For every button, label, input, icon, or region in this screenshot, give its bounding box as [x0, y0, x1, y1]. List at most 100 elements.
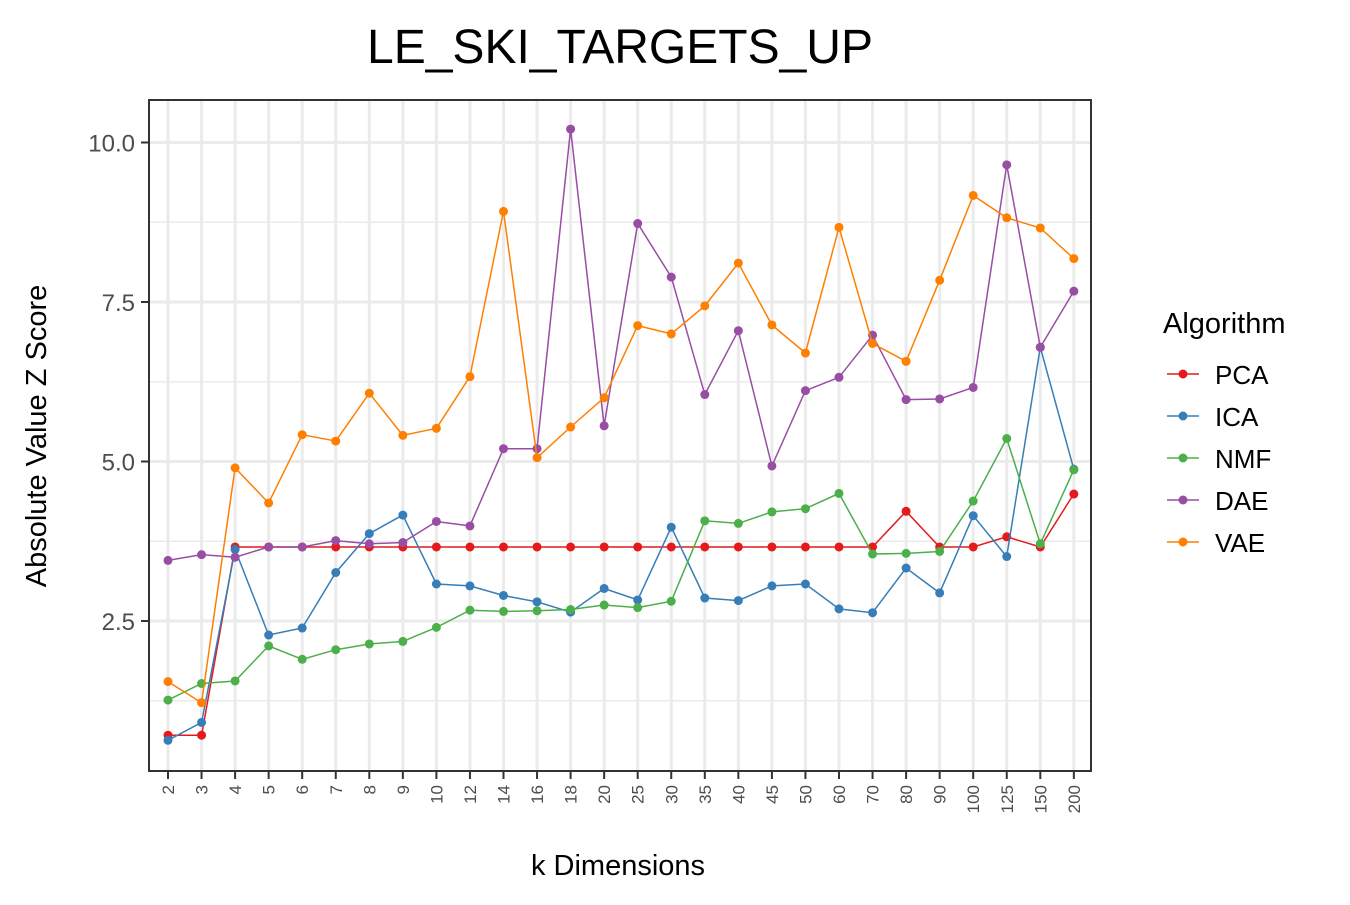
data-point-vae — [733, 258, 743, 268]
data-point-nmf — [465, 605, 475, 615]
data-point-ica — [499, 590, 508, 600]
x-tick-label: 18 — [562, 785, 581, 804]
data-point-dae — [666, 272, 676, 282]
legend-item-dae: DAE — [1167, 486, 1268, 516]
legend-item-nmf: NMF — [1167, 444, 1271, 474]
x-tick-label: 12 — [461, 785, 480, 804]
data-point-vae — [834, 222, 844, 232]
data-point-pca — [700, 542, 710, 552]
data-point-dae — [935, 394, 945, 404]
x-axis-label: k Dimensions — [531, 850, 705, 882]
x-tick-label: 125 — [998, 785, 1017, 813]
data-point-ica — [398, 510, 408, 520]
y-tick-label: 7.5 — [102, 290, 135, 317]
data-point-dae — [230, 552, 240, 562]
data-point-dae — [1002, 160, 1012, 170]
chart-title: LE_SKI_TARGETS_UP — [367, 21, 873, 74]
y-tick-labels: 2.5 5.0 7.5 10.0 — [88, 131, 135, 637]
legend-label: ICA — [1215, 402, 1259, 432]
legend-key-point — [1178, 453, 1188, 463]
x-tick-label: 150 — [1031, 785, 1050, 813]
data-point-ica — [465, 581, 475, 591]
data-point-nmf — [532, 606, 542, 616]
data-point-nmf — [666, 596, 676, 606]
data-point-pca — [331, 542, 341, 552]
x-tick-label: 90 — [931, 785, 950, 804]
data-point-vae — [197, 698, 207, 708]
y-axis-label: Absolute Value Z Score — [21, 285, 53, 588]
legend-key-point — [1178, 495, 1188, 505]
data-point-vae — [532, 453, 542, 463]
data-point-pca — [767, 542, 777, 552]
data-point-pca — [566, 542, 576, 552]
data-point-vae — [800, 348, 810, 358]
data-point-vae — [1035, 223, 1045, 233]
x-tick-label: 7 — [327, 785, 346, 794]
legend-item-vae: VAE — [1167, 528, 1265, 558]
data-point-nmf — [700, 516, 710, 526]
data-point-pca — [599, 542, 609, 552]
x-tick-label: 16 — [528, 785, 547, 804]
data-point-nmf — [163, 695, 173, 705]
data-point-dae — [968, 382, 978, 392]
x-tick-label: 10 — [427, 785, 446, 804]
data-point-nmf — [633, 603, 643, 613]
data-point-dae — [264, 542, 274, 552]
data-point-nmf — [431, 622, 441, 632]
x-tick-label: 30 — [662, 785, 681, 804]
data-point-ica — [431, 579, 441, 589]
data-point-nmf — [800, 504, 810, 514]
x-tick-label: 200 — [1065, 785, 1084, 813]
series-line-vae — [167, 194, 1075, 704]
data-point-dae — [431, 516, 441, 526]
data-point-dae — [767, 461, 777, 471]
data-point-nmf — [1069, 465, 1079, 475]
x-tick-label: 6 — [293, 785, 312, 794]
series-line-nmf — [167, 436, 1075, 701]
data-point-ica — [297, 623, 307, 633]
minor-gridlines — [149, 221, 1091, 702]
data-point-vae — [968, 190, 978, 200]
axis-ticks — [141, 141, 1075, 779]
legend-label: VAE — [1215, 528, 1265, 558]
data-point-dae — [700, 390, 710, 400]
data-point-vae — [700, 301, 710, 311]
data-point-vae — [633, 321, 643, 331]
data-point-nmf — [901, 548, 911, 558]
data-point-dae — [398, 538, 408, 548]
data-point-nmf — [331, 645, 341, 655]
data-point-ica — [968, 511, 978, 521]
data-point-dae — [1069, 286, 1079, 296]
data-point-vae — [666, 329, 676, 339]
legend-item-pca: PCA — [1167, 360, 1269, 390]
data-point-vae — [431, 423, 441, 433]
data-point-nmf — [264, 641, 274, 651]
data-point-vae — [163, 677, 173, 687]
data-point-pca — [834, 542, 844, 552]
data-point-ica — [532, 597, 542, 607]
data-point-ica — [800, 579, 810, 589]
data-point-ica — [331, 568, 341, 578]
x-tick-label: 20 — [595, 785, 614, 804]
x-tick-label: 70 — [864, 785, 883, 804]
x-tick-labels: 2 3 4 5 6 7 8 9 10 12 14 16 18 20 25 30 35 40 45 50 60 70 80 90… — [159, 785, 1084, 813]
data-point-nmf — [767, 507, 777, 517]
data-point-nmf — [1002, 434, 1012, 444]
data-point-pca — [499, 542, 508, 552]
data-point-pca — [197, 730, 207, 740]
data-point-vae — [935, 275, 945, 285]
data-point-vae — [901, 356, 911, 366]
legend-key-point — [1178, 537, 1188, 547]
data-point-ica — [163, 735, 173, 745]
plot-panel-border — [148, 99, 1092, 772]
data-point-vae — [364, 388, 374, 398]
data-point-ica — [599, 583, 609, 593]
x-tick-label: 8 — [360, 785, 379, 794]
data-point-nmf — [499, 606, 508, 616]
data-point-vae — [599, 393, 609, 403]
data-point-pca — [968, 542, 978, 552]
data-point-pca — [800, 542, 810, 552]
x-tick-label: 45 — [763, 785, 782, 804]
data-point-dae — [364, 539, 374, 549]
